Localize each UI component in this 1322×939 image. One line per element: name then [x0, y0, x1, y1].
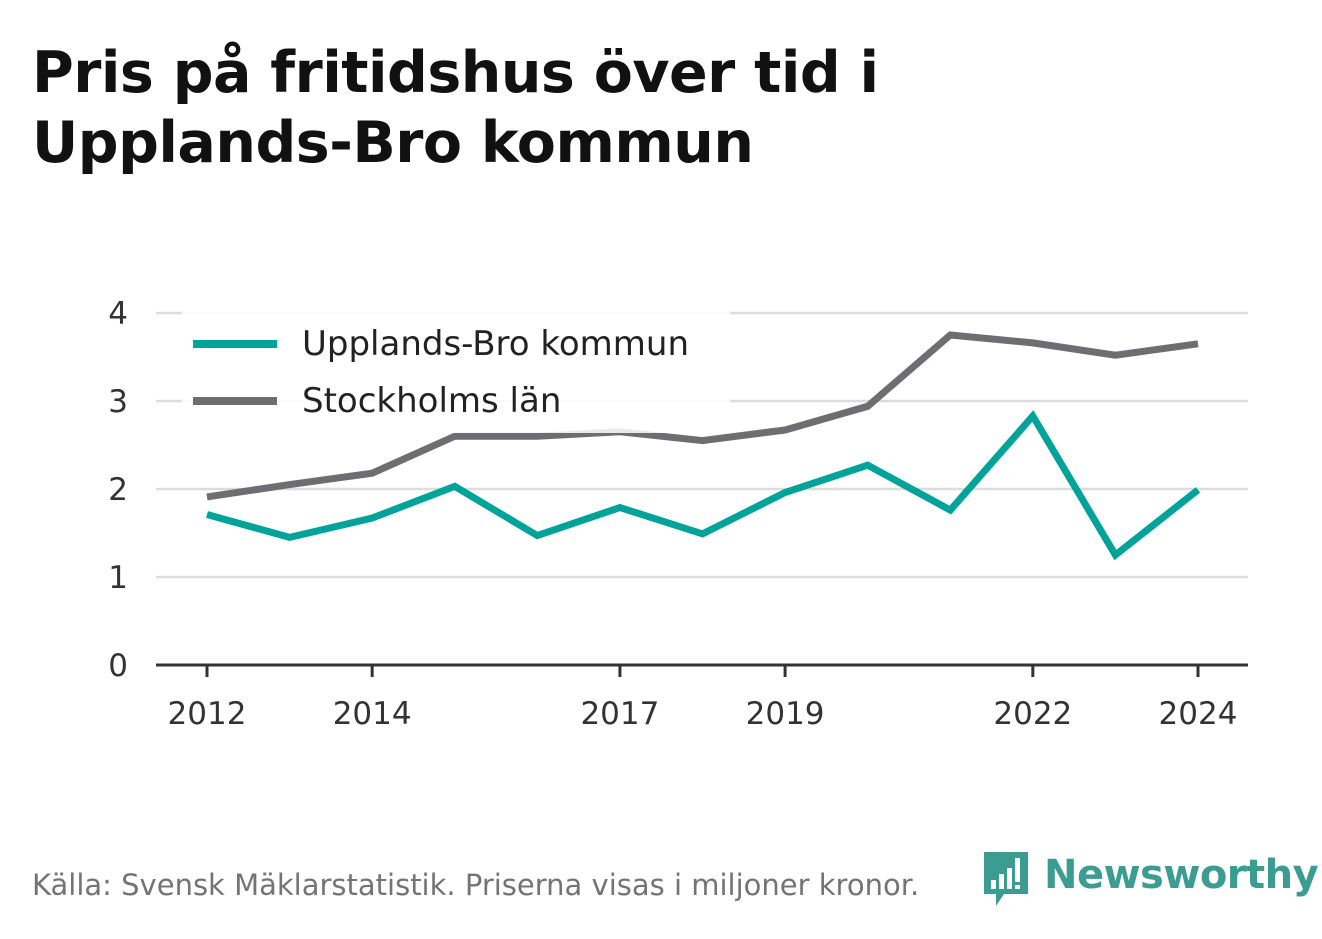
legend: Upplands-Bro kommun Stockholms län [182, 311, 730, 433]
y-tick-label: 1 [108, 560, 128, 596]
legend-label: Upplands-Bro kommun [302, 324, 689, 364]
x-tick-label: 2024 [1159, 696, 1238, 732]
y-axis-labels: 0 1 2 3 4 [108, 296, 128, 684]
brand-name: Newsworthy [1044, 852, 1319, 898]
x-axis: 2012 2014 2017 2019 2022 2024 [156, 663, 1248, 732]
source-note: Källa: Svensk Mäklarstatistik. Priserna … [32, 868, 920, 902]
x-tick-label: 2012 [168, 696, 247, 732]
y-tick-label: 4 [108, 296, 128, 332]
legend-label: Stockholms län [302, 381, 561, 421]
x-tick-label: 2019 [746, 696, 825, 732]
x-tick-label: 2017 [580, 696, 659, 732]
x-tick-label: 2022 [993, 696, 1072, 732]
series-line [206, 410, 1201, 561]
series-lines [206, 331, 1201, 561]
x-tick-label: 2014 [333, 696, 412, 732]
brand: Newsworthy [982, 850, 1319, 910]
series-line [206, 331, 1199, 501]
newsworthy-logo-icon [984, 852, 1028, 906]
y-tick-label: 3 [108, 384, 128, 420]
y-tick-label: 2 [108, 472, 128, 508]
legend-box [182, 311, 730, 433]
chart-title: Pris på fritidshus över tid i Upplands-B… [32, 40, 879, 176]
y-tick-label: 0 [108, 648, 128, 684]
